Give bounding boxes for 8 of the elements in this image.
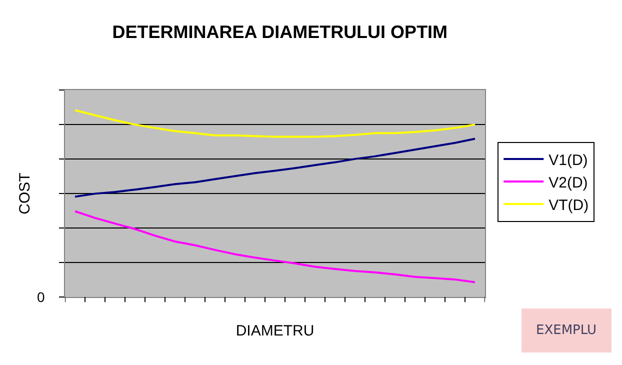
chart-title: DETERMINAREA DIAMETRULUI OPTIM — [112, 22, 448, 42]
x-axis-title: DIAMETRU — [236, 322, 314, 340]
y-axis-title: COST — [16, 172, 34, 214]
text: EXEMPLU — [536, 323, 596, 338]
legend-label: V1(D) — [548, 152, 588, 169]
legend-label: VT(D) — [548, 196, 589, 214]
legend-label: V2(D) — [548, 174, 588, 192]
text: 0 — [37, 289, 45, 305]
